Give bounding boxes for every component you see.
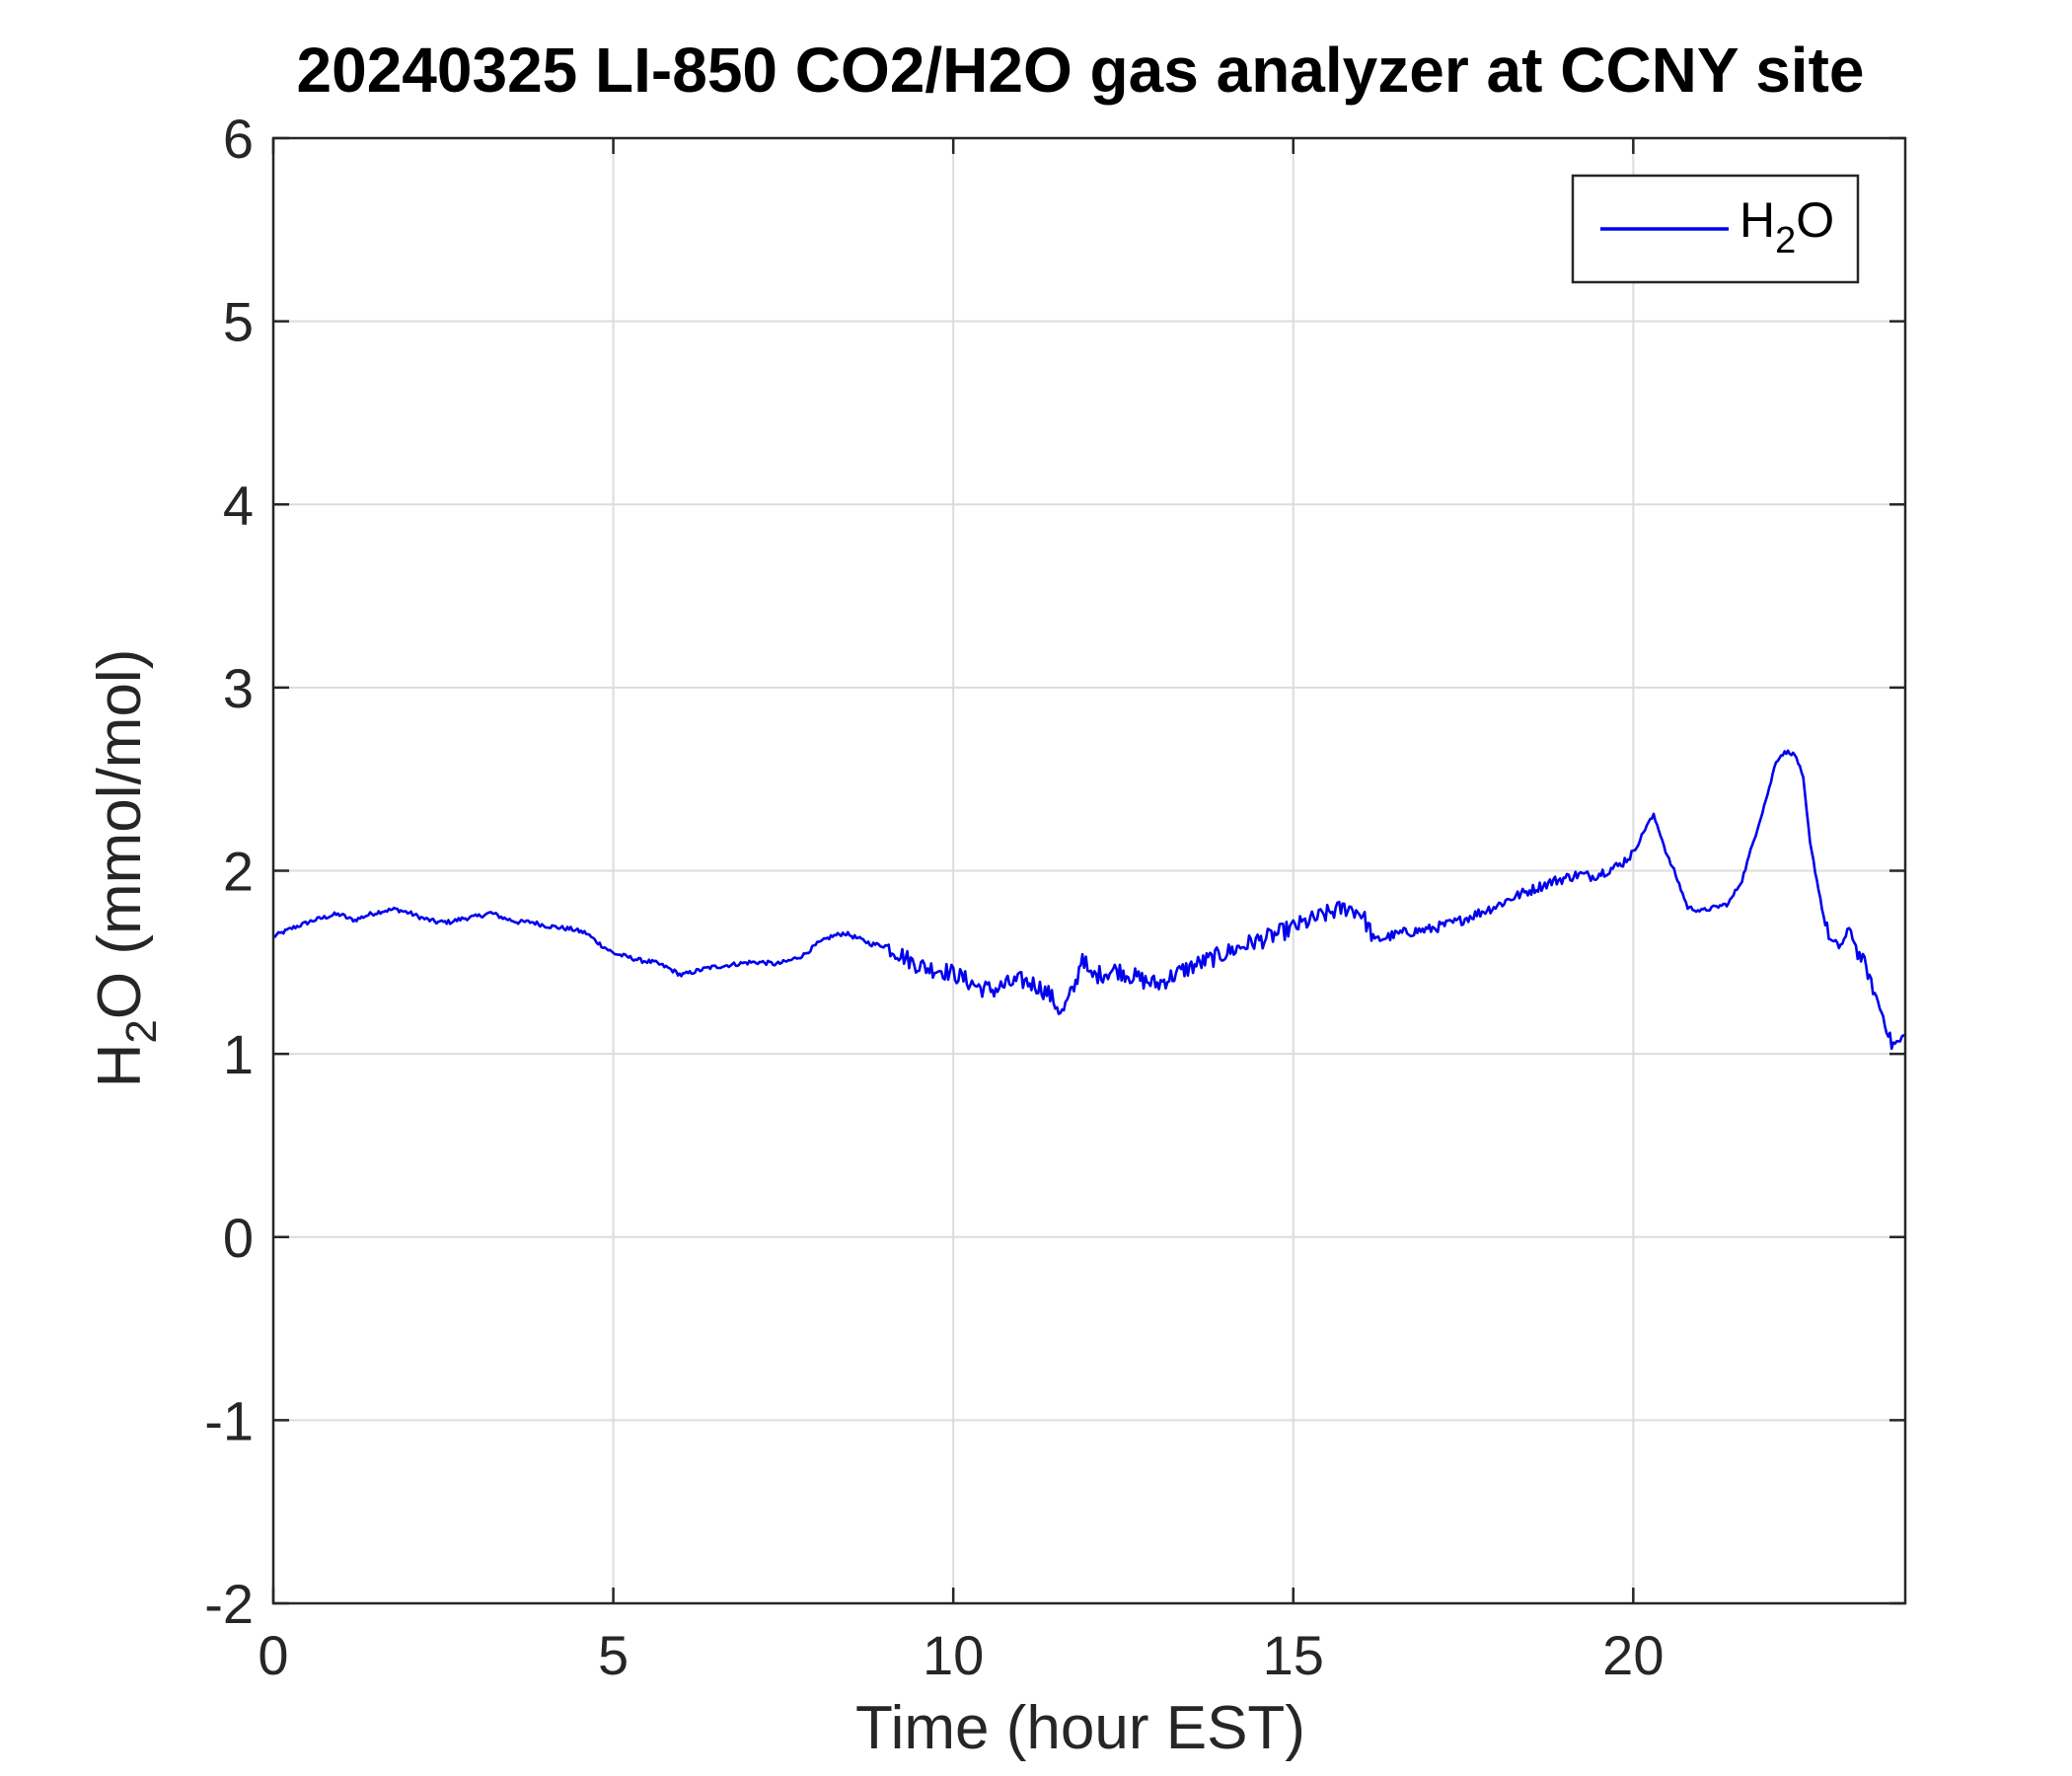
y-tick-labels: -2 -1 0 1 2 3 4 5 6: [204, 108, 254, 1635]
legend-label-subscript: 2: [1775, 220, 1796, 261]
tick-marks: [271, 136, 1905, 1605]
grid: [272, 137, 1905, 1604]
y-axis-label: H2O (mmol/mol): [86, 649, 166, 1088]
x-tick-label: 0: [258, 1624, 288, 1686]
legend-label: H2O: [1739, 192, 1834, 261]
y-tick-label: 4: [223, 474, 254, 536]
series-line-h2o: [272, 749, 1906, 1051]
y-tick-label: -1: [204, 1389, 254, 1451]
series-layer: [272, 749, 1906, 1051]
y-tick-label: 3: [223, 657, 254, 719]
y-axis-label-rest: O (mmol/mol): [86, 649, 154, 1019]
y-axis-label-subscript: 2: [117, 1019, 166, 1043]
y-tick-label: 0: [223, 1207, 254, 1269]
x-tick-label: 5: [598, 1624, 629, 1686]
x-tick-labels: 0 5 10 15 20: [258, 1624, 1664, 1686]
y-axis-label-main: H: [86, 1044, 154, 1088]
y-tick-label: 5: [223, 291, 254, 353]
x-tick-label: 10: [923, 1624, 984, 1686]
legend-label-rest: O: [1796, 192, 1834, 248]
x-tick-label: 15: [1263, 1624, 1324, 1686]
y-tick-label: 6: [223, 108, 254, 170]
y-tick-label: 2: [223, 841, 254, 903]
x-tick-label: 20: [1602, 1624, 1664, 1686]
y-tick-label: -2: [204, 1573, 254, 1635]
legend-label-main: H: [1739, 192, 1775, 248]
legend: H2O: [1571, 174, 1860, 284]
y-tick-label: 1: [223, 1023, 254, 1085]
x-axis-label: Time (hour EST): [855, 1694, 1305, 1762]
chart-title: 20240325 LI-850 CO2/H2O gas analyzer at …: [297, 35, 1865, 106]
